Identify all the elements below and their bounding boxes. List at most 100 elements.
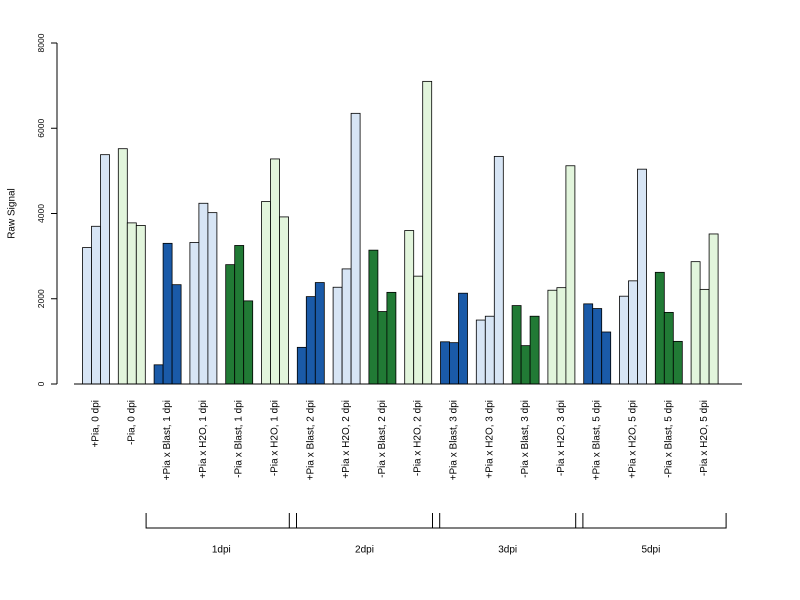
bracket-line (575, 513, 727, 529)
x-tick-label: +Pia x H2O, 1 dpi (198, 400, 209, 479)
bar (100, 154, 110, 385)
bar (619, 295, 629, 385)
bars (82, 80, 719, 385)
x-tick-label: +Pia x Blast, 3 dpi (449, 400, 460, 480)
bar (583, 303, 594, 385)
bar (628, 280, 638, 385)
group-bracket: 1dpi (145, 513, 297, 556)
y-tick-label: 4000 (36, 204, 46, 223)
y-tick-label: 6000 (36, 119, 46, 138)
bar (386, 291, 397, 385)
bar (377, 311, 388, 385)
x-tick-label: +Pia x Blast, 2 dpi (305, 400, 316, 480)
bar-group (690, 233, 719, 385)
bar (296, 346, 307, 385)
bar (279, 216, 289, 385)
bar (654, 271, 665, 385)
bar (458, 292, 468, 385)
x-tick-label: +Pia x H2O, 3 dpi (484, 400, 495, 479)
bar-group (153, 242, 182, 385)
x-tick-label: +Pia x Blast, 5 dpi (592, 400, 603, 480)
bar (556, 287, 567, 385)
group-label: 2dpi (355, 545, 374, 556)
bar (708, 233, 719, 385)
group-label: 1dpi (212, 545, 231, 556)
bar-group (117, 148, 146, 385)
bar (547, 289, 558, 385)
x-tick-label: -Pia x H2O, 1 dpi (270, 400, 281, 476)
bar-group (296, 282, 325, 385)
y-tick-label: 8000 (36, 33, 46, 52)
x-tick-label: -Pia x H2O, 2 dpi (413, 400, 424, 476)
bar (529, 315, 540, 385)
x-tick-label: -Pia x H2O, 5 dpi (699, 400, 710, 476)
x-tick-label: +Pia, 0 dpi (91, 400, 102, 448)
bar (243, 300, 254, 385)
bar-group (475, 155, 504, 385)
y-axis: 0 2000 4000 6000 8000 (36, 33, 58, 386)
y-tick-label: 0 (36, 381, 46, 386)
bar-group (511, 305, 540, 385)
bar (162, 242, 173, 385)
bar-group (332, 112, 361, 385)
bar (314, 282, 325, 385)
bar (198, 202, 209, 385)
group-brackets: 1dpi 2dpi 3dpi 5dpi (145, 513, 727, 556)
x-tick-label: -Pia x Blast, 1 dpi (234, 400, 245, 478)
bar (511, 305, 522, 385)
group-bracket: 5dpi (575, 513, 727, 556)
group-bracket: 3dpi (432, 513, 584, 556)
bar-group (368, 249, 397, 385)
bar (135, 225, 146, 385)
bar (663, 311, 674, 385)
bar-group (547, 165, 576, 385)
y-axis-label: Raw Signal (7, 188, 18, 239)
bar (690, 261, 701, 385)
x-tick-label: +Pia x Blast, 1 dpi (162, 400, 173, 480)
bar (270, 158, 280, 385)
bar (601, 331, 612, 385)
x-tick-label: -Pia x Blast, 3 dpi (520, 400, 531, 478)
bar (189, 242, 200, 385)
bar-group (619, 168, 647, 385)
bar (350, 112, 361, 385)
bar (341, 268, 352, 385)
bar (234, 245, 245, 385)
bar-group (654, 271, 683, 385)
bar (592, 308, 603, 385)
bar (520, 345, 531, 385)
bar-group (440, 292, 468, 385)
group-label: 3dpi (498, 545, 517, 556)
bar (117, 148, 128, 385)
bar (126, 222, 137, 385)
bar-group (225, 245, 254, 385)
bar (699, 288, 710, 385)
bracket-line (288, 513, 441, 529)
bar (493, 155, 504, 385)
bar-group (82, 154, 110, 385)
bar (91, 225, 101, 385)
x-tick-labels: +Pia, 0 dpi -Pia, 0 dpi +Pia x Blast, 1 dp… (91, 400, 711, 480)
bar (305, 296, 316, 385)
y-tick-label: 2000 (36, 289, 46, 308)
x-tick-label: -Pia, 0 dpi (126, 400, 137, 445)
bar-group (583, 303, 612, 385)
bar (171, 284, 182, 385)
bar (422, 80, 433, 385)
bracket-line (145, 513, 297, 529)
x-tick-label: -Pia x Blast, 2 dpi (377, 400, 388, 478)
bar (368, 249, 379, 385)
x-tick-label: -Pia x Blast, 5 dpi (663, 400, 674, 478)
bar (404, 230, 415, 385)
bar (449, 342, 459, 385)
bar (440, 341, 450, 385)
bar (484, 315, 495, 385)
bar (475, 319, 486, 385)
bracket-line (432, 513, 584, 529)
bar (565, 165, 576, 385)
bar (82, 247, 92, 385)
bar (672, 340, 683, 385)
x-tick-label: +Pia x H2O, 2 dpi (341, 400, 352, 479)
bar (637, 168, 647, 385)
